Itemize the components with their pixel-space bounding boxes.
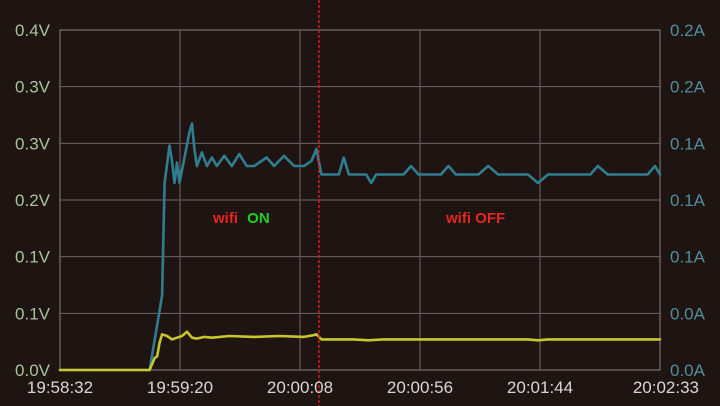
y-right-tick-label: 0.1A bbox=[670, 248, 706, 267]
series-layer bbox=[58, 122, 662, 372]
y-left-tick-label: 0.2V bbox=[15, 191, 51, 210]
left-axis-ticks: 0.0V 0.1V 0.1V 0.2V 0.3V 0.3V 0.4V bbox=[15, 21, 51, 380]
x-tick-label: 20:00:56 bbox=[387, 378, 453, 397]
voltage-series-line bbox=[58, 330, 662, 372]
x-tick-label: 20:00:08 bbox=[267, 378, 333, 397]
x-tick-label: 19:59:20 bbox=[147, 378, 213, 397]
x-tick-label: 19:58:32 bbox=[27, 378, 93, 397]
y-left-tick-label: 0.1V bbox=[15, 304, 51, 323]
annotation-wifi-on-state: ON bbox=[247, 210, 270, 227]
y-left-tick-label: 0.1V bbox=[15, 248, 51, 267]
x-tick-label: 20:02:33 bbox=[633, 378, 699, 397]
gridlines bbox=[60, 30, 660, 370]
y-right-tick-label: 0.0A bbox=[670, 361, 706, 380]
y-right-tick-label: 0.1A bbox=[670, 191, 706, 210]
right-axis-ticks: 0.0A 0.0A 0.1A 0.1A 0.1A 0.2A 0.2A bbox=[670, 21, 706, 380]
y-left-tick-label: 0.4V bbox=[15, 21, 51, 40]
current-series-line bbox=[58, 122, 662, 372]
y-right-tick-label: 0.1A bbox=[670, 134, 706, 153]
annotation-wifi-on: wifi ON bbox=[212, 210, 270, 227]
y-left-tick-label: 0.3V bbox=[15, 134, 51, 153]
y-right-tick-label: 0.2A bbox=[670, 78, 706, 97]
x-axis-ticks: 19:58:32 19:59:20 20:00:08 20:00:56 20:01:44… bbox=[27, 378, 699, 397]
y-left-tick-label: 0.0V bbox=[15, 361, 51, 380]
y-right-tick-label: 0.2A bbox=[670, 21, 706, 40]
x-tick-label: 20:01:44 bbox=[507, 378, 573, 397]
annotation-wifi-off: wifi OFF bbox=[445, 210, 505, 227]
annotation-wifi-on-label: wifi bbox=[212, 210, 238, 227]
y-left-tick-label: 0.3V bbox=[15, 78, 51, 97]
y-right-tick-label: 0.0A bbox=[670, 304, 706, 323]
